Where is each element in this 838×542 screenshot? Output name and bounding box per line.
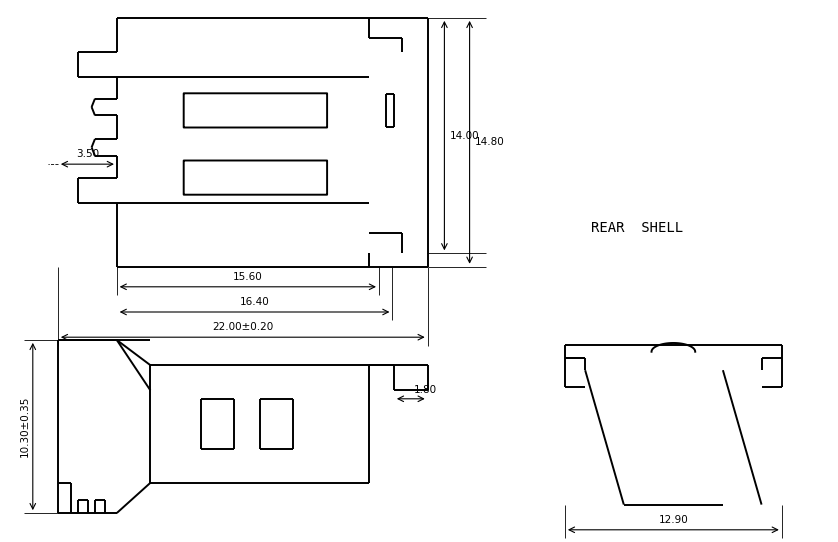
Text: 12.90: 12.90 bbox=[659, 515, 688, 525]
Text: 14.00: 14.00 bbox=[449, 131, 479, 140]
Text: 10.30±0.35: 10.30±0.35 bbox=[20, 396, 30, 457]
Text: 16.40: 16.40 bbox=[240, 297, 270, 307]
Text: 3.50: 3.50 bbox=[75, 149, 99, 159]
Text: REAR  SHELL: REAR SHELL bbox=[591, 221, 683, 235]
Text: 14.80: 14.80 bbox=[474, 137, 504, 147]
Text: 1.80: 1.80 bbox=[414, 385, 437, 395]
Text: 15.60: 15.60 bbox=[233, 272, 263, 282]
Text: 22.00±0.20: 22.00±0.20 bbox=[212, 322, 273, 332]
